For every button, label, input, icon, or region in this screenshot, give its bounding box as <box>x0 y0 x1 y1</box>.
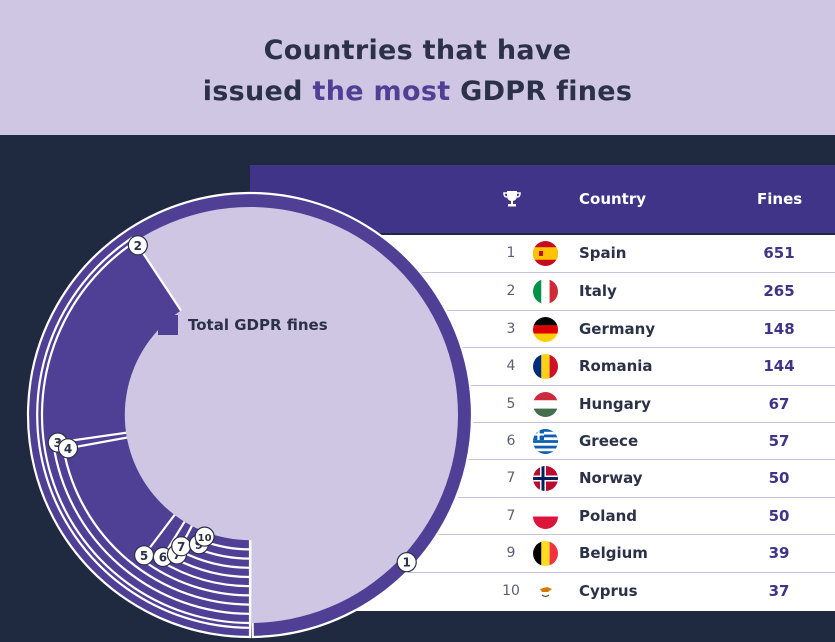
country-cell: Romania <box>579 357 653 376</box>
fines-column-header: Fines <box>757 190 803 208</box>
rank-cell: 3 <box>506 320 516 337</box>
rank-cell: 1 <box>506 245 516 261</box>
table-row: 5 Hungary 67 <box>250 384 835 422</box>
country-column-header: Country <box>579 190 647 208</box>
rank-badge: 10 <box>194 526 215 547</box>
flag-ro-icon <box>533 354 558 380</box>
flag-be-icon <box>533 541 558 567</box>
table-row: 4 Romania 144 <box>250 347 835 384</box>
rank-badge: 1 <box>396 552 417 573</box>
flag-es-icon <box>533 241 558 266</box>
rank-badge-label: 5 <box>140 549 148 563</box>
flag-cy-icon <box>533 578 558 604</box>
rank-cell: 10 <box>502 582 520 599</box>
title-suffix: GDPR fines <box>450 76 633 107</box>
rank-badge: 2 <box>127 235 148 256</box>
country-cell: Norway <box>579 469 643 488</box>
fines-cell: 50 <box>768 469 790 488</box>
fines-cell: 50 <box>768 506 790 525</box>
chart-title-line2: issued the most GDPR fines <box>0 76 835 107</box>
country-cell: Belgium <box>579 544 648 563</box>
title-banner <box>0 0 835 135</box>
table-row: 6 Greece 57 <box>250 422 835 459</box>
country-cell: Germany <box>579 319 656 338</box>
rank-badge-label: 2 <box>134 239 142 253</box>
flag-gr-icon <box>533 429 558 454</box>
rank-cell: 6 <box>506 433 516 449</box>
legend-swatch <box>158 315 178 335</box>
rank-cell: 7 <box>506 470 516 487</box>
rank-badge-label: 4 <box>64 442 72 456</box>
rank-badge: 7 <box>171 536 192 557</box>
fines-cell: 37 <box>768 581 790 600</box>
fines-cell: 57 <box>768 432 790 450</box>
table-row: 2 Italy 265 <box>250 272 835 309</box>
rank-badge: 4 <box>57 438 79 459</box>
country-cell: Italy <box>579 282 617 301</box>
rank-badge-label: 3 <box>54 436 62 450</box>
table-row: 3 Germany 148 <box>250 309 835 347</box>
country-cell: Cyprus <box>579 581 638 600</box>
country-cell: Hungary <box>579 394 651 413</box>
country-cell: Poland <box>579 506 637 525</box>
flag-no-icon <box>533 466 558 492</box>
fines-cell: 651 <box>763 244 795 262</box>
legend-label: Total GDPR fines <box>188 316 328 334</box>
table-row: 7 Norway 50 <box>250 459 835 496</box>
table-row: 9 Belgium 39 <box>250 534 835 571</box>
rank-badge-label: 1 <box>403 556 411 570</box>
rank-badge-label: 10 <box>198 533 212 544</box>
flag-pl-icon <box>533 503 558 529</box>
title-prefix: issued <box>202 76 313 107</box>
rank-cell: 7 <box>506 507 516 524</box>
fines-cell: 144 <box>763 357 795 376</box>
table-row: 1 Spain 651 <box>250 235 835 272</box>
fines-cell: 265 <box>763 282 795 301</box>
center-face <box>124 289 376 541</box>
table-row: 7 Poland 50 <box>250 496 835 534</box>
table-row: 10 Cyprus 37 <box>250 571 835 609</box>
title-accent: the most <box>312 76 451 107</box>
fines-cell: 67 <box>768 394 790 413</box>
country-cell: Greece <box>579 432 639 450</box>
rank-cell: 2 <box>506 283 516 300</box>
fines-cell: 39 <box>768 544 790 563</box>
rank-badge-label: 7 <box>177 540 185 554</box>
rank-cell: 9 <box>506 545 516 562</box>
trophy-icon <box>502 190 522 212</box>
chart-title-line1: Countries that have <box>263 35 572 66</box>
rank-cell: 4 <box>506 358 516 375</box>
flag-hu-icon <box>533 391 558 417</box>
flag-de-icon <box>533 316 558 342</box>
fines-cell: 148 <box>763 319 795 338</box>
rank-cell: 5 <box>506 395 516 412</box>
rank-badge: 5 <box>133 545 155 566</box>
country-cell: Spain <box>579 244 627 262</box>
flag-it-icon <box>533 279 558 305</box>
rank-badge-label: 6 <box>159 551 167 565</box>
